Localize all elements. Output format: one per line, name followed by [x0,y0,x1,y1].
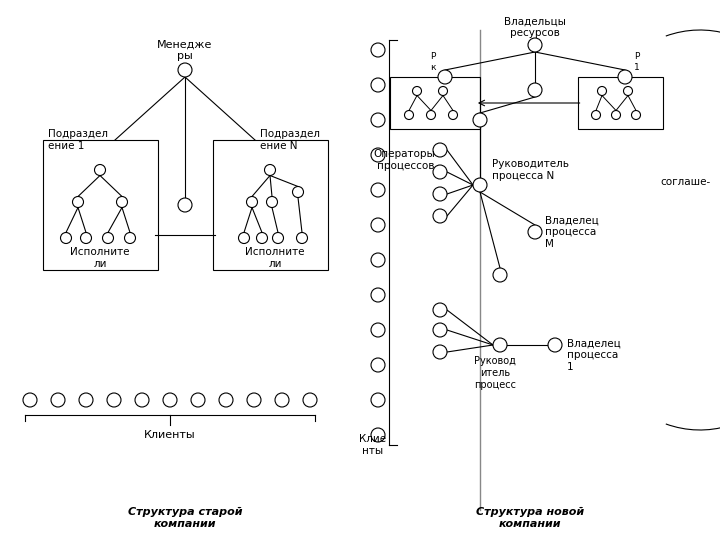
Circle shape [79,393,93,407]
Circle shape [493,338,507,352]
Circle shape [433,323,447,337]
Circle shape [528,225,542,239]
Circle shape [371,428,385,442]
Circle shape [624,86,632,96]
Circle shape [548,338,562,352]
Circle shape [163,393,177,407]
Circle shape [371,183,385,197]
Circle shape [264,165,276,176]
Circle shape [247,393,261,407]
Text: Исполните
ли: Исполните ли [71,247,130,269]
Bar [390,77,480,129]
Circle shape [303,393,317,407]
Circle shape [292,186,304,198]
Text: Подраздел
ение N: Подраздел ение N [260,129,320,151]
Circle shape [371,113,385,127]
Text: соглаше-: соглаше- [660,177,710,187]
Text: Владелец
процесса
1: Владелец процесса 1 [567,339,621,372]
Circle shape [618,70,632,84]
Text: Исполните
ли: Исполните ли [246,247,305,269]
Circle shape [433,303,447,317]
Circle shape [371,393,385,407]
Text: Структура новой
компании: Структура новой компании [476,507,584,529]
Circle shape [598,86,606,96]
Circle shape [371,323,385,337]
Circle shape [433,165,447,179]
Text: Структура старой
компании: Структура старой компании [127,507,242,529]
Bar [212,140,328,270]
Circle shape [473,113,487,127]
Text: Руководитель
процесса N: Руководитель процесса N [492,159,569,181]
Circle shape [371,148,385,162]
Text: Клиенты: Клиенты [144,430,196,440]
Circle shape [528,83,542,97]
Circle shape [473,178,487,192]
Circle shape [371,78,385,92]
Circle shape [51,393,65,407]
Circle shape [94,165,106,176]
Circle shape [611,111,621,119]
Text: Владельцы
ресурсов: Владельцы ресурсов [504,16,566,38]
Circle shape [433,143,447,157]
Circle shape [135,393,149,407]
Circle shape [631,111,641,119]
Circle shape [371,218,385,232]
Text: Р
к: Р к [431,52,436,72]
Circle shape [449,111,457,119]
Circle shape [246,197,258,207]
Circle shape [413,86,421,96]
Circle shape [219,393,233,407]
Circle shape [272,233,284,244]
Circle shape [102,233,114,244]
Circle shape [371,288,385,302]
Circle shape [433,345,447,359]
Circle shape [60,233,71,244]
Circle shape [178,198,192,212]
Bar [42,140,158,270]
Text: Владелец
процесса
М: Владелец процесса М [545,215,599,248]
Circle shape [405,111,413,119]
Circle shape [438,70,452,84]
Circle shape [275,393,289,407]
Text: Операторы
процессов: Операторы процессов [373,149,435,171]
Circle shape [178,63,192,77]
Circle shape [297,233,307,244]
Circle shape [371,253,385,267]
Bar [577,77,662,129]
Text: Р
1: Р 1 [634,52,640,72]
Circle shape [256,233,268,244]
Text: Руковод
итель
процесс: Руковод итель процесс [474,356,516,389]
Circle shape [266,197,277,207]
Text: Менедже
ры: Менедже ры [157,39,212,61]
Text: Клие
нты: Клие нты [359,434,387,456]
Circle shape [592,111,600,119]
Circle shape [528,38,542,52]
Text: Подраздел
ение 1: Подраздел ение 1 [48,129,108,151]
Circle shape [73,197,84,207]
Circle shape [191,393,205,407]
Circle shape [125,233,135,244]
Circle shape [23,393,37,407]
Circle shape [371,358,385,372]
Circle shape [426,111,436,119]
Circle shape [371,43,385,57]
Circle shape [493,268,507,282]
Circle shape [433,209,447,223]
Circle shape [238,233,250,244]
Circle shape [107,393,121,407]
Circle shape [438,86,448,96]
Circle shape [117,197,127,207]
Circle shape [433,187,447,201]
Circle shape [81,233,91,244]
